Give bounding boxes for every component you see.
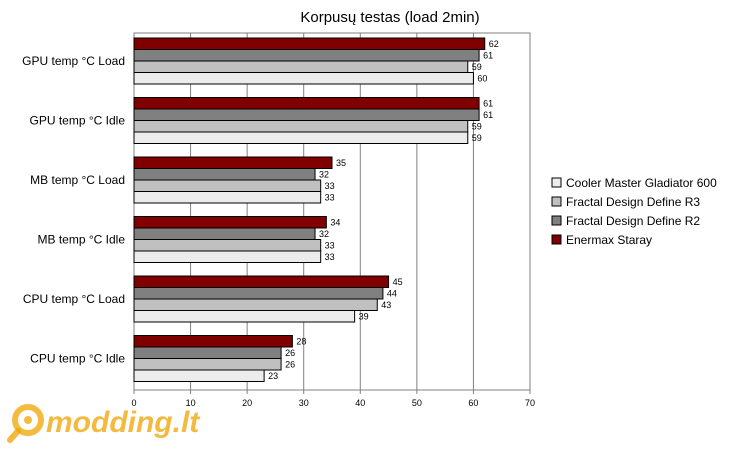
data-label: 45 bbox=[393, 277, 403, 287]
data-label: 33 bbox=[325, 193, 335, 203]
data-label: 28 bbox=[296, 337, 306, 347]
x-tick-label: 70 bbox=[525, 398, 535, 408]
chart-title: Korpusų testas (load 2min) bbox=[300, 9, 479, 26]
x-tick-label: 10 bbox=[186, 398, 196, 408]
bar bbox=[133, 335, 293, 348]
bar bbox=[133, 298, 378, 311]
x-tick-label: 0 bbox=[131, 398, 136, 408]
bar bbox=[133, 131, 469, 144]
x-tick-label: 30 bbox=[299, 398, 309, 408]
data-label: 32 bbox=[319, 170, 329, 180]
bar bbox=[133, 216, 327, 229]
data-label: 61 bbox=[483, 99, 493, 109]
data-label: 62 bbox=[489, 39, 499, 49]
bar bbox=[133, 227, 316, 240]
bar bbox=[133, 369, 265, 382]
category-label: GPU temp °C Load bbox=[22, 54, 125, 68]
watermark-logo: modding.lt bbox=[7, 404, 201, 443]
bar bbox=[133, 179, 322, 192]
x-axis-ticks: 0 10 20 30 40 50 60 70 bbox=[131, 390, 535, 408]
legend-swatch bbox=[551, 177, 562, 188]
data-label: 23 bbox=[268, 371, 278, 381]
data-label: 59 bbox=[472, 133, 482, 143]
data-label: 39 bbox=[359, 312, 369, 322]
data-label: 43 bbox=[381, 300, 391, 310]
category-label: CPU temp °C Load bbox=[23, 292, 125, 306]
category-label: GPU temp °C Idle bbox=[30, 114, 126, 128]
legend-label: Enermax Staray bbox=[566, 233, 652, 247]
data-label: 60 bbox=[477, 74, 487, 84]
data-label: 34 bbox=[330, 218, 340, 228]
bar bbox=[133, 97, 480, 110]
legend-swatch bbox=[551, 234, 562, 245]
category-label: CPU temp °C Idle bbox=[30, 352, 125, 366]
category-labels: GPU temp °C Load GPU temp °C Idle MB temp … bbox=[22, 54, 125, 366]
legend-label: Fractal Design Define R2 bbox=[566, 214, 700, 228]
x-tick-label: 50 bbox=[412, 398, 422, 408]
x-tick-label: 40 bbox=[355, 398, 365, 408]
data-label: 26 bbox=[285, 348, 295, 358]
data-label: 35 bbox=[336, 158, 346, 168]
data-label: 32 bbox=[319, 229, 329, 239]
bar bbox=[133, 120, 469, 133]
bar bbox=[133, 191, 322, 204]
bar bbox=[133, 250, 322, 263]
magnifier-logo-icon bbox=[7, 404, 44, 443]
x-tick-label: 20 bbox=[242, 398, 252, 408]
bar bbox=[133, 108, 480, 121]
bar bbox=[133, 287, 384, 300]
bar bbox=[133, 310, 356, 323]
data-label: 33 bbox=[325, 181, 335, 191]
data-label: 33 bbox=[325, 252, 335, 262]
category-label: MB temp °C Idle bbox=[38, 233, 126, 247]
data-label: 59 bbox=[472, 122, 482, 132]
data-label: 33 bbox=[325, 241, 335, 251]
legend: Cooler Master Gladiator 600 Fractal Desig… bbox=[551, 176, 717, 247]
data-label: 26 bbox=[285, 360, 295, 370]
plot-area bbox=[133, 32, 531, 391]
data-label: 44 bbox=[387, 289, 397, 299]
legend-label: Fractal Design Define R3 bbox=[566, 195, 700, 209]
x-tick-label: 60 bbox=[468, 398, 478, 408]
data-label: 59 bbox=[472, 62, 482, 72]
category-label: MB temp °C Load bbox=[30, 173, 125, 187]
bar bbox=[133, 346, 282, 359]
bar bbox=[133, 60, 469, 73]
bar bbox=[133, 156, 333, 169]
legend-swatch bbox=[551, 196, 562, 207]
bar bbox=[133, 72, 474, 85]
bar bbox=[133, 37, 486, 50]
grid-lines bbox=[190, 33, 474, 390]
legend-label: Cooler Master Gladiator 600 bbox=[566, 176, 717, 190]
data-label: 61 bbox=[483, 51, 493, 61]
watermark-text: modding.lt bbox=[46, 406, 201, 439]
bar bbox=[133, 239, 322, 252]
bar bbox=[133, 49, 480, 62]
bar bbox=[133, 275, 390, 288]
legend-swatch bbox=[551, 215, 562, 226]
bars: 6261596061615959353233333432333345444339… bbox=[133, 37, 499, 382]
plot-frame bbox=[133, 32, 531, 391]
bar bbox=[133, 168, 316, 181]
bar bbox=[133, 358, 282, 371]
data-label: 61 bbox=[483, 110, 493, 120]
